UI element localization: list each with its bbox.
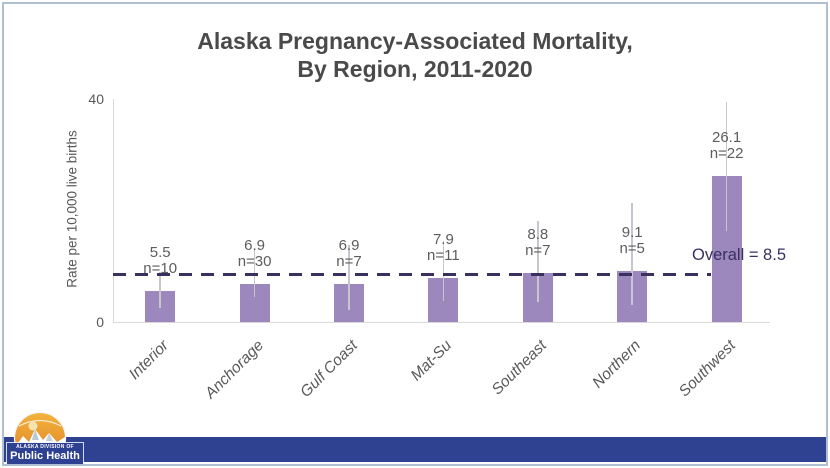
bar-n-label: n=7: [525, 241, 551, 259]
error-bar: [442, 240, 445, 302]
bar-label: 7.9 n=11: [403, 230, 483, 264]
logo-plaque: ALASKA DIVISION OF Public Health: [7, 443, 83, 464]
error-bar: [159, 271, 161, 309]
chart-title-line1: Alaska Pregnancy-Associated Mortality,: [197, 28, 633, 54]
error-bar: [537, 220, 539, 302]
logo-mountain-shade: [32, 429, 39, 440]
y-tick-label: 40: [88, 91, 104, 107]
bar-label: 8.8 n=7: [498, 225, 578, 259]
bar-n-label: n=22: [709, 145, 744, 163]
overall-rate-label: Overall = 8.5: [691, 246, 786, 264]
bar-value-label: 5.5: [149, 244, 171, 262]
logo-mountain-shade: [46, 433, 53, 441]
y-axis-title: Rate per 10,000 live births: [64, 130, 80, 288]
chart-title-line2: By Region, 2011-2020: [297, 56, 533, 82]
bar-label: 6.9 n=7: [309, 236, 389, 270]
bar-value-label: 6.9: [338, 236, 360, 254]
bar-value-label: 9.1: [621, 224, 643, 242]
error-bar: [348, 245, 350, 311]
logo-org-line1: ALASKA DIVISION OF: [16, 444, 74, 450]
bar-value-label: 8.8: [527, 225, 549, 243]
bar-n-label: n=5: [619, 240, 645, 258]
footer-bar: [4, 437, 826, 462]
logo-arc-decoration: [18, 419, 62, 427]
error-bar: [725, 101, 728, 232]
bar-label: 9.1 n=5: [592, 225, 672, 257]
overall-dashed-line: [113, 272, 711, 277]
alaska-dph-logo: ALASKA DIVISION OF Public Health: [6, 411, 84, 464]
y-axis-line: [113, 99, 114, 322]
logo-org-line2: Public Health: [10, 450, 80, 462]
bar-label: 6.9 n=30: [215, 236, 295, 270]
bar-label: 26.1 n=22: [687, 130, 767, 162]
chart-title: Alaska Pregnancy-Associated Mortality, B…: [0, 27, 830, 83]
logo-sun-icon: [28, 421, 38, 431]
bar-value-label: 7.9: [432, 230, 454, 248]
bar-n-label: n=7: [336, 252, 362, 270]
bar-value-label: 26.1: [711, 129, 742, 147]
x-axis-line: [113, 322, 770, 323]
error-bar: [631, 202, 633, 306]
bar-value-label: 6.9: [244, 236, 266, 254]
y-tick-label: 0: [96, 314, 104, 330]
bar-n-label: n=11: [427, 246, 460, 264]
bar-n-label: n=30: [237, 252, 272, 270]
